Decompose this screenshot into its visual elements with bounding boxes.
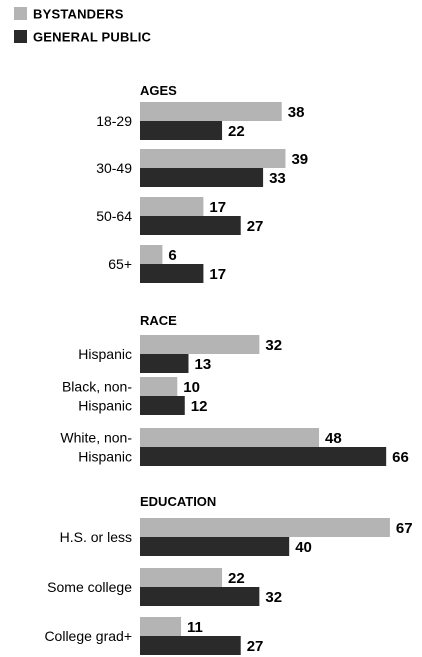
category-label-white-non-hispanic-line-1: White, non- [60,430,132,446]
bar-black-non-hispanic-general-public [140,396,185,415]
value-label-h-s-or-less-bystanders: 67 [396,520,413,537]
bar-50-64-general-public [140,216,241,235]
value-label-65-bystanders: 6 [168,247,176,264]
legend-swatch-general-public [14,30,27,43]
bar-college-grad-general-public [140,636,241,655]
category-label-30-49: 30-49 [96,160,132,176]
bar-hispanic-general-public [140,354,189,373]
legend: BYSTANDERS GENERAL PUBLIC [14,7,152,45]
category-label-hispanic: Hispanic [78,346,132,362]
bar-18-29-general-public [140,121,223,140]
category-50-64: 17 27 50-64 [96,197,263,235]
value-label-18-29-general-public: 22 [228,123,245,140]
value-label-18-29-bystanders: 38 [288,104,305,121]
section-label-ages: AGES [140,83,177,98]
category-some-college: 22 32 Some college [47,568,282,606]
category-black-non-hispanic: 10 12 Black, non- Hispanic [62,377,207,415]
value-label-hispanic-bystanders: 32 [265,337,282,354]
section-label-race: RACE [140,313,177,328]
value-label-50-64-general-public: 27 [247,218,264,235]
category-label-black-non-hispanic-line-1: Black, non- [62,379,132,395]
category-18-29: 38 22 18-29 [96,102,304,140]
category-white-non-hispanic: 48 66 White, non- Hispanic [60,428,409,466]
bar-30-49-general-public [140,168,264,187]
bar-65-general-public [140,264,204,283]
value-label-white-non-hispanic-general-public: 66 [392,449,409,466]
bar-white-non-hispanic-general-public [140,447,387,466]
bar-50-64-bystanders [140,197,204,216]
bar-white-non-hispanic-bystanders [140,428,320,447]
category-label-white-non-hispanic-line-2: Hispanic [78,449,132,465]
legend-swatch-bystanders [14,7,27,20]
value-label-hispanic-general-public: 13 [194,356,211,373]
plot-area: AGES 38 22 18-29 39 33 30-49 17 27 50-64 6 17 65+ RAC… [44,83,413,655]
value-label-college-grad-bystanders: 11 [187,619,203,636]
bar-h-s-or-less-bystanders [140,518,390,537]
value-label-black-non-hispanic-general-public: 12 [191,398,208,415]
category-h-s-or-less: 67 40 H.S. or less [60,518,413,556]
category-label-black-non-hispanic-line-2: Hispanic [78,398,132,414]
category-65: 6 17 65+ [108,245,226,283]
value-label-30-49-general-public: 33 [269,170,286,187]
value-label-65-general-public: 17 [209,266,226,283]
value-label-college-grad-general-public: 27 [247,638,264,655]
legend-label-general-public: GENERAL PUBLIC [33,30,152,45]
value-label-50-64-bystanders: 17 [209,199,226,216]
value-label-black-non-hispanic-bystanders: 10 [183,379,200,396]
category-30-49: 39 33 30-49 [96,149,308,187]
value-label-some-college-general-public: 32 [265,589,282,606]
category-label-18-29: 18-29 [96,113,132,129]
category-hispanic: 32 13 Hispanic [78,335,282,373]
category-label-50-64: 50-64 [96,208,132,224]
value-label-white-non-hispanic-bystanders: 48 [325,430,342,447]
category-label-65: 65+ [108,256,132,272]
bar-some-college-bystanders [140,568,223,587]
bar-h-s-or-less-general-public [140,537,290,556]
value-label-some-college-bystanders: 22 [228,570,245,587]
category-label-college-grad: College grad+ [44,628,132,644]
category-label-some-college: Some college [47,579,132,595]
category-label-h-s-or-less: H.S. or less [60,529,132,545]
bar-30-49-bystanders [140,149,286,168]
bar-college-grad-bystanders [140,617,182,636]
bar-65-bystanders [140,245,163,264]
bar-hispanic-bystanders [140,335,260,354]
bar-18-29-bystanders [140,102,282,121]
category-college-grad: 11 27 College grad+ [44,617,263,655]
value-label-h-s-or-less-general-public: 40 [295,539,312,556]
legend-label-bystanders: BYSTANDERS [33,7,124,22]
bar-some-college-general-public [140,587,260,606]
bar-black-non-hispanic-bystanders [140,377,178,396]
value-label-30-49-bystanders: 39 [291,151,308,168]
section-label-education: EDUCATION [140,494,216,509]
